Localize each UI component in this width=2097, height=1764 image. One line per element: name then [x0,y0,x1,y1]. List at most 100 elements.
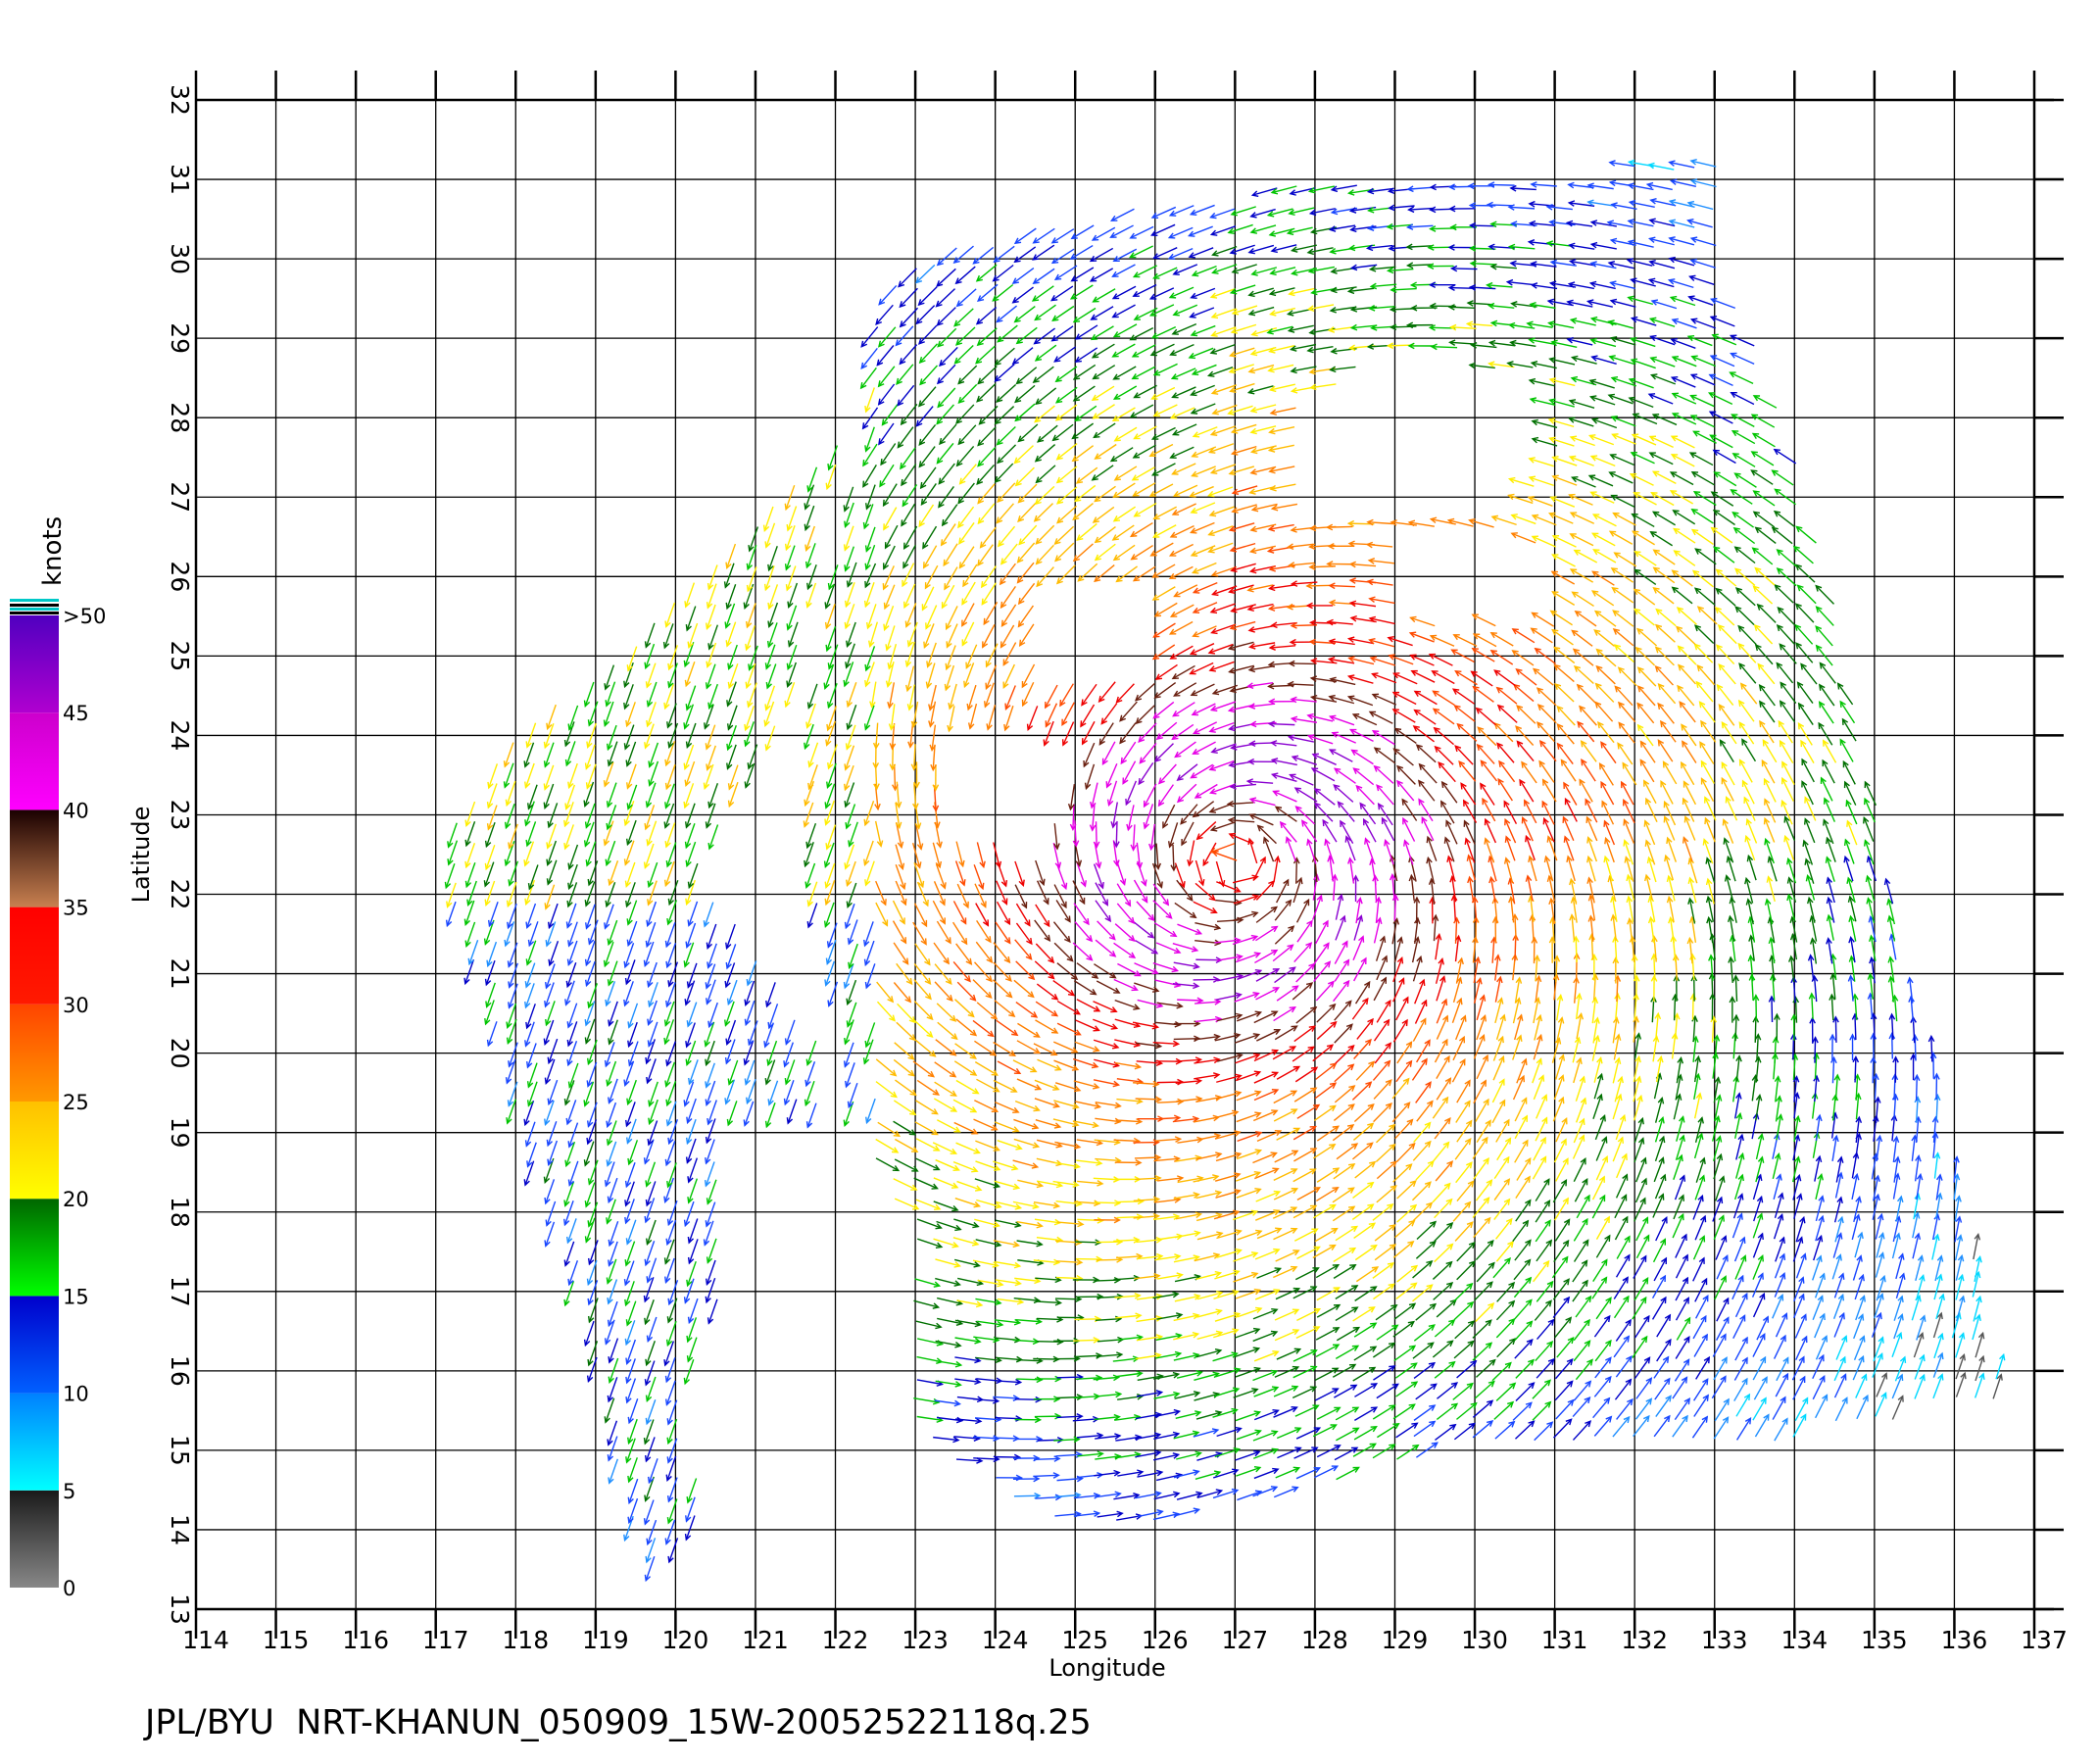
wind-vector [1851,1172,1860,1200]
wind-vector [1874,1293,1884,1319]
wind-vector [1514,976,1523,1004]
wind-vector [624,861,636,889]
wind-vector [566,940,578,966]
wind-vector [896,364,914,385]
wind-vector [1548,897,1555,925]
wind-vector [1273,1385,1299,1397]
wind-vector [1195,1270,1223,1281]
wind-vector [1552,1178,1568,1203]
wind-vector [974,1040,998,1056]
wind-vector [1285,836,1296,862]
wind-vector [1516,1156,1532,1181]
wind-vector [1866,897,1876,924]
wind-vector [1572,1279,1588,1302]
wind-vector [684,760,696,788]
wind-vector [847,919,858,946]
wind-vector [1577,720,1595,743]
wind-vector [1171,322,1197,335]
wind-vector [1412,1342,1435,1359]
wind-vector [1331,731,1356,744]
wind-vector [1169,446,1195,459]
wind-vector [1603,855,1614,882]
wind-vector [1832,1232,1843,1258]
wind-vector [953,1060,978,1076]
wind-vector [915,1157,941,1171]
wind-vector [1933,1332,1944,1359]
wind-vector [584,940,596,967]
wind-vector [604,1397,615,1424]
wind-vector [1416,1220,1438,1241]
wind-vector [1056,1000,1081,1015]
wind-vector [1906,976,1914,1004]
wind-vector [1572,1259,1588,1283]
wind-vector [1056,1413,1084,1420]
wind-vector [744,980,756,1007]
wind-vector [605,840,616,867]
wind-vector [1472,1197,1490,1218]
wind-vector [1434,1360,1456,1379]
wind-vector [1456,722,1478,742]
wind-vector [1255,906,1279,923]
wind-vector [972,1396,1000,1404]
wind-vector [1095,1491,1122,1498]
wind-vector [1195,1348,1223,1358]
wind-vector [1235,1410,1262,1422]
wind-vector [844,745,855,771]
wind-vector [625,1378,637,1404]
wind-vector [764,1059,776,1086]
wind-vector [1171,463,1196,475]
wind-vector [975,1160,1001,1172]
wind-vector [1094,1469,1121,1477]
wind-vector [1334,1000,1352,1021]
wind-vector [912,921,927,946]
wind-vector [1114,999,1141,1010]
wind-vector [1527,495,1553,507]
wind-vector [1633,588,1656,606]
x-tick-label: 124 [982,1626,1029,1654]
wind-vector [1033,1043,1058,1056]
wind-vector [585,763,597,790]
wind-vector [1514,1139,1529,1163]
wind-vector [1376,1123,1396,1144]
wind-vector [1017,582,1036,606]
wind-vector [1735,1054,1742,1082]
wind-vector [1847,974,1855,1002]
wind-vector [1213,1468,1240,1479]
wind-vector [1351,997,1369,1020]
wind-vector [1572,1420,1592,1441]
wind-vector [1013,1297,1042,1304]
wind-vector [1628,377,1654,389]
wind-vector [1233,1271,1259,1283]
wind-vector [1573,1340,1591,1362]
colorbar-label: 30 [63,994,89,1017]
wind-vector [1590,590,1615,607]
wind-vector [1682,780,1697,806]
wind-vector [935,863,947,890]
wind-vector [1516,705,1536,724]
wind-vector [504,804,515,830]
wind-vector [1306,304,1335,312]
wind-vector [877,366,896,388]
wind-vector [1532,667,1554,686]
wind-vector [1167,226,1194,239]
wind-vector [1253,1049,1280,1062]
wind-vector [1413,1361,1437,1379]
wind-vector [1116,1334,1145,1342]
wind-vector [1614,1378,1633,1400]
wind-vector [1594,1339,1612,1362]
wind-vector [1756,1315,1770,1341]
wind-vector [1712,509,1735,526]
wind-vector [1788,955,1795,982]
wind-vector [1513,683,1535,703]
wind-vector [664,1519,676,1545]
wind-vector [1686,936,1694,964]
wind-vector [803,802,814,828]
wind-vector [1595,648,1617,667]
wind-vector [1594,682,1615,703]
wind-vector [1812,1036,1819,1063]
wind-vector [1714,607,1735,626]
wind-vector [1613,552,1637,567]
wind-vector [1352,1122,1375,1141]
wind-vector [1783,834,1795,861]
wind-vector [1569,533,1594,547]
